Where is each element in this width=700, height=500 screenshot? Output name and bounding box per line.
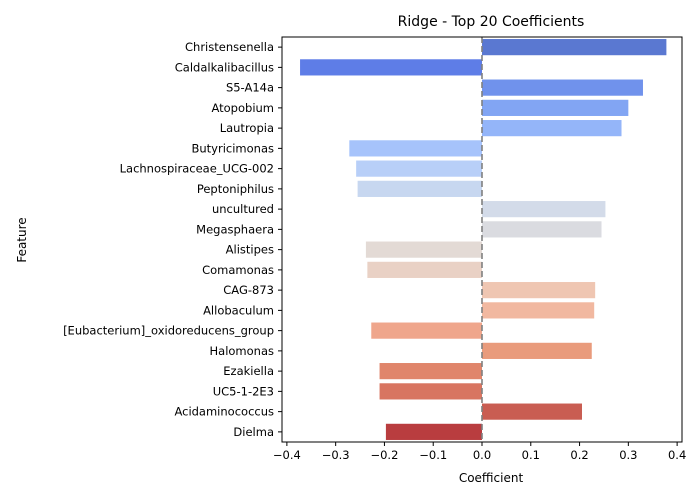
y-tick-label: Atopobium [211,101,274,115]
x-axis-label: Coefficient [459,471,524,485]
bar [482,282,596,299]
bar [482,403,582,420]
y-tick-label: Acidaminococcus [174,405,274,419]
plot-frame [281,36,683,443]
y-tick-label: [Eubacterium]_oxidoreducens_group [63,324,274,338]
y-tick-label: Butyricimonas [192,141,275,155]
x-tick-label: 0.1 [522,448,540,462]
bars-group [300,39,667,440]
bar [379,383,482,400]
bar [371,322,482,339]
x-tick-label: −0.4 [273,448,301,462]
y-axis-label: Feature [15,217,29,262]
y-tick-label: Dielma [233,425,274,439]
bar [482,302,595,319]
x-tick-label: −0.3 [322,448,350,462]
y-tick-label: Ezakiella [223,364,274,378]
y-tick-label: Allobaculum [203,303,274,317]
y-tick-label: Megasphaera [196,222,274,236]
y-tick-label: uncultured [212,202,274,216]
bar [379,363,482,380]
bar [482,79,643,96]
bar [482,201,606,218]
y-tick-label: Comamonas [202,263,274,277]
y-tick-label: Christensenella [185,40,274,54]
bar [367,261,482,278]
y-tick-label: CAG-873 [223,283,274,297]
x-tick-label: 0.4 [668,448,686,462]
bar [349,140,482,157]
y-tick-label: Lachnospiraceae_UCG-002 [120,162,274,176]
y-tick-label: Halomonas [210,344,275,358]
x-axis-ticks: −0.4 −0.3 −0.2 −0.1 0.0 0.1 0.2 0.3 0.4 [273,442,686,462]
y-tick-label: Lautropia [220,121,274,135]
y-tick-label: UC5-1-2E3 [213,384,274,398]
category-labels: Christensenella Caldalkalibacillus S5-A14a… [63,40,282,439]
y-tick-label: Alistipes [226,243,274,257]
bar [356,160,482,177]
bar [365,241,482,258]
x-tick-label: 0.3 [619,448,637,462]
y-tick-label: Peptoniphilus [197,182,274,196]
y-tick-label: Caldalkalibacillus [175,60,274,74]
x-tick-label: 0.0 [473,448,491,462]
bar [357,180,482,197]
y-tick-label: S5-A14a [226,81,274,95]
bar [482,99,629,116]
x-tick-label: −0.2 [370,448,398,462]
bar [482,342,592,359]
bar [482,221,602,238]
bar [482,120,622,137]
bar [482,39,667,56]
x-tick-label: 0.2 [570,448,588,462]
bar [300,59,482,76]
chart-title: Ridge - Top 20 Coefficients [398,14,585,30]
x-tick-label: −0.1 [419,448,447,462]
bar [385,423,482,440]
